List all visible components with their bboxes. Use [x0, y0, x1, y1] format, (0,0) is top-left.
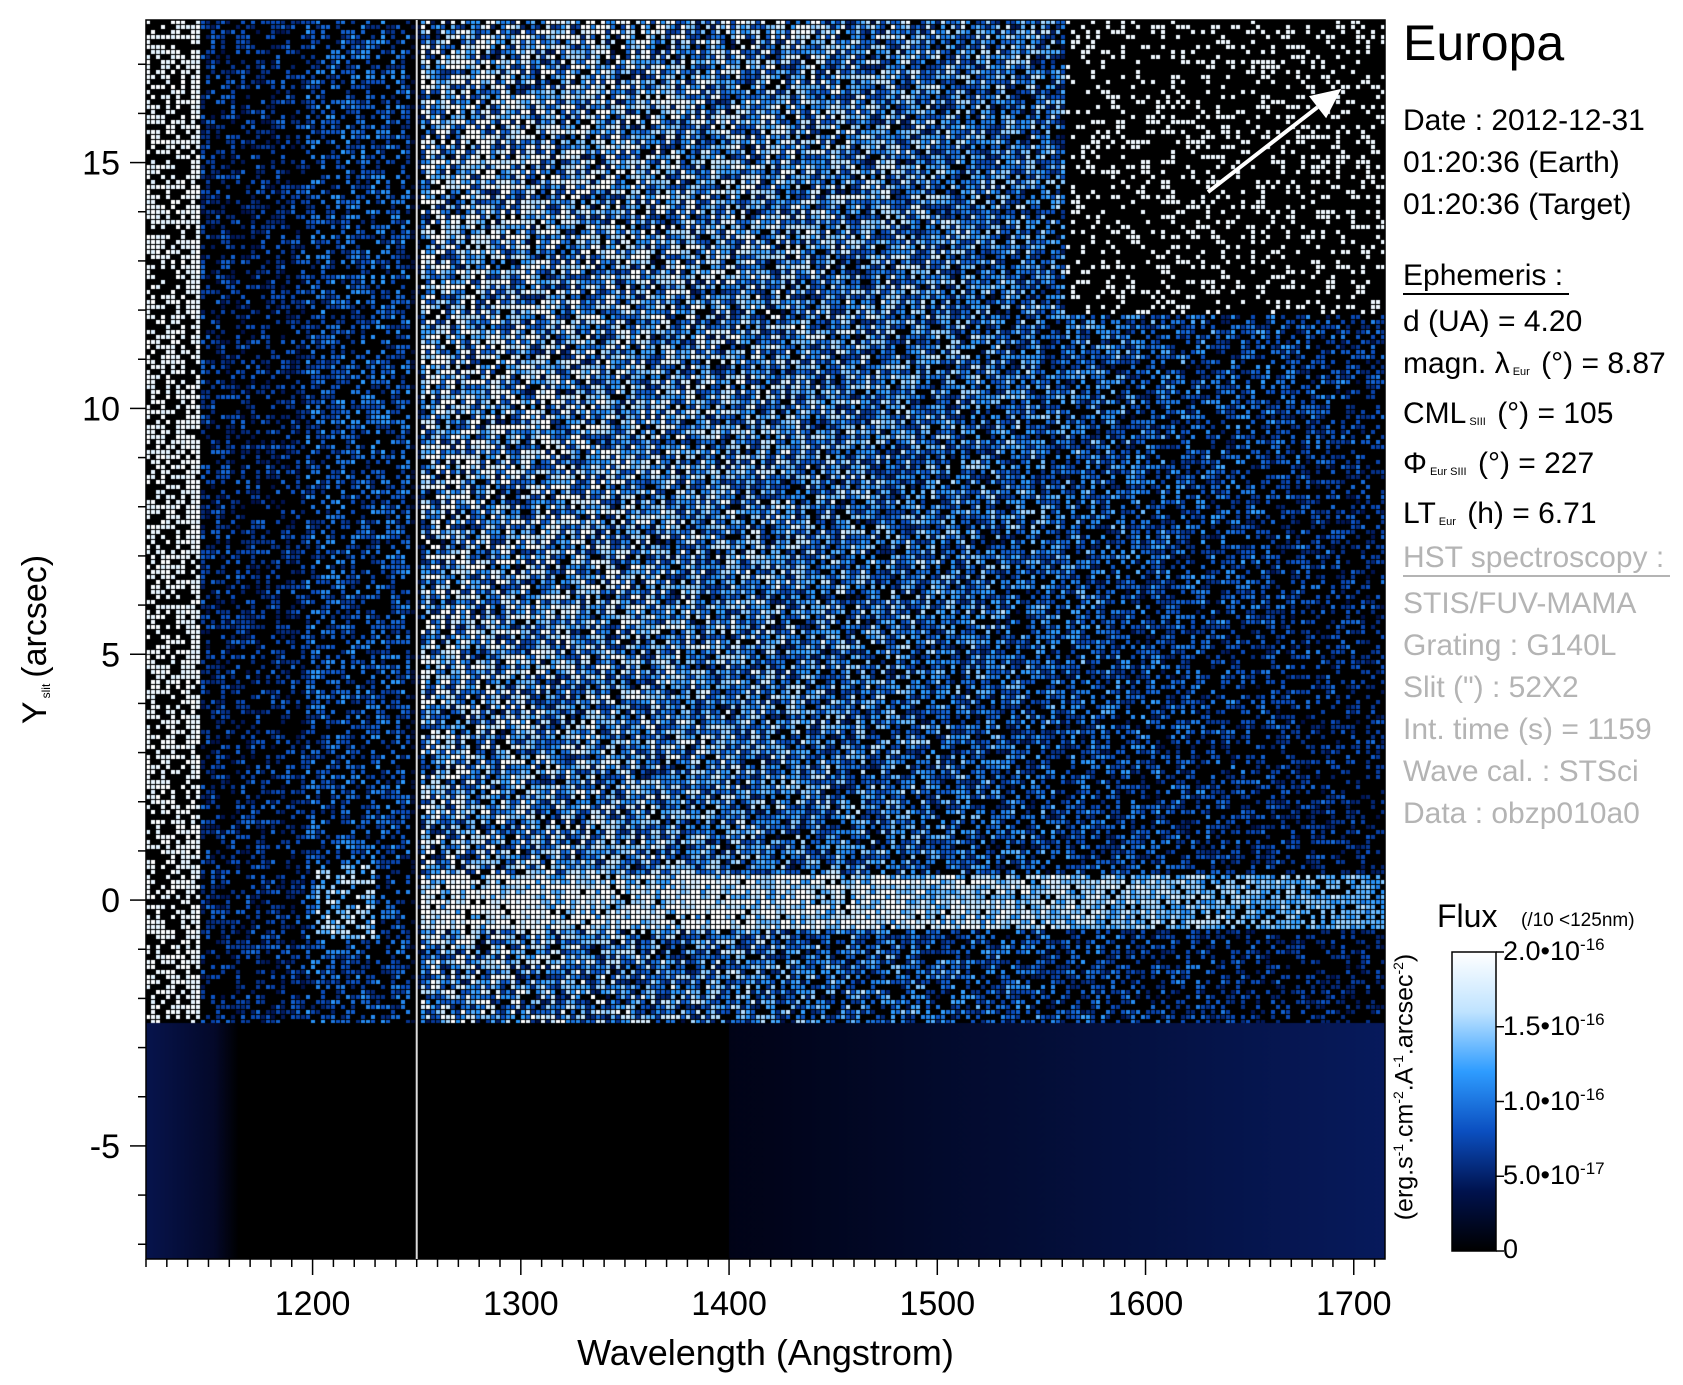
colorbar-tick-label: 1.5•10-16	[1503, 1009, 1605, 1041]
magnetic-latitude-line: magn. λ Eur (°) = 8.87	[1403, 347, 1666, 380]
data-id-line: Data : obzp010a0	[1403, 797, 1640, 830]
distance-line: d (UA) = 4.20	[1403, 305, 1583, 338]
arrow-head	[1308, 88, 1342, 119]
colorbar-tick-label: 5.0•10-17	[1503, 1159, 1605, 1191]
x-tick-label: 1400	[691, 1285, 767, 1323]
colorbar-tick-label: 0	[1503, 1234, 1519, 1264]
hst-info: HST spectroscopy : STIS/FUV-MAMA Grating…	[1403, 537, 1671, 835]
local-time-line: LT Eur (h) = 6.71	[1403, 497, 1597, 530]
y-tick-label: 15	[82, 145, 120, 183]
y-tick-label: 5	[101, 636, 120, 674]
colorbar-unit-label: (erg.s-1.cm-2.A-1.arcsec-2)	[1390, 953, 1419, 1221]
x-axis: 1200 1300 1400 1500 1600 1700	[145, 1259, 1392, 1323]
spectral-image	[146, 20, 1385, 1259]
y-axis: -5 0 5 10 15	[82, 63, 146, 1245]
ephemeris-info: Ephemeris : d (UA) = 4.20 magn. λ Eur (°)…	[1403, 255, 1666, 543]
colorbar-note: (/10 <125nm)	[1521, 910, 1635, 931]
x-tick-label: 1500	[899, 1285, 975, 1323]
plot-frame	[145, 19, 1386, 1260]
y-axis-label: Yslit (arcsec)	[16, 555, 54, 724]
y-axis-label-sub: slit	[39, 683, 53, 698]
heatmap-image	[146, 20, 1385, 1259]
colorbar-gradient	[1451, 951, 1497, 1252]
x-tick-label: 1200	[275, 1285, 351, 1323]
hst-header: HST spectroscopy :	[1403, 541, 1671, 577]
colorbar-title: Flux	[1437, 898, 1498, 934]
int-time-line: Int. time (s) = 1159	[1403, 713, 1652, 746]
y-tick-label: 10	[82, 390, 120, 428]
colorbar-tick-label: 1.0•10-16	[1503, 1084, 1605, 1116]
observation-info: Date : 2012-12-31 01:20:36 (Earth) 01:20…	[1403, 100, 1645, 226]
target-time-line: 01:20:36 (Target)	[1403, 188, 1632, 221]
x-axis-label: Wavelength (Angstrom)	[577, 1332, 954, 1373]
arrow-shaft	[1206, 105, 1319, 194]
y-tick-label: 0	[101, 882, 120, 920]
slit-line: Slit (") : 52X2	[1403, 671, 1579, 704]
colorbar	[1451, 951, 1504, 1252]
x-tick-label: 1300	[483, 1285, 559, 1323]
x-tick-label: 1700	[1316, 1285, 1392, 1323]
x-tick-label: 1600	[1108, 1285, 1184, 1323]
instrument-line: STIS/FUV-MAMA	[1403, 587, 1637, 620]
date-line: Date : 2012-12-31	[1403, 104, 1645, 137]
colorbar-tick-label: 2.0•10-16	[1503, 935, 1605, 966]
earth-time-line: 01:20:36 (Earth)	[1403, 146, 1620, 179]
phi-line: Φ Eur SIII (°) = 227	[1403, 447, 1595, 480]
ephemeris-header: Ephemeris :	[1403, 259, 1570, 295]
y-tick-label: -5	[90, 1128, 120, 1166]
y-axis-label-main: Y	[16, 701, 54, 724]
cml-line: CML SIII (°) = 105	[1403, 397, 1614, 430]
direction-arrow	[1206, 88, 1342, 194]
y-axis-label-unit: (arcsec)	[16, 555, 54, 678]
wave-cal-line: Wave cal. : STSci	[1403, 755, 1639, 788]
grating-line: Grating : G140L	[1403, 629, 1617, 662]
target-name: Europa	[1403, 15, 1565, 71]
